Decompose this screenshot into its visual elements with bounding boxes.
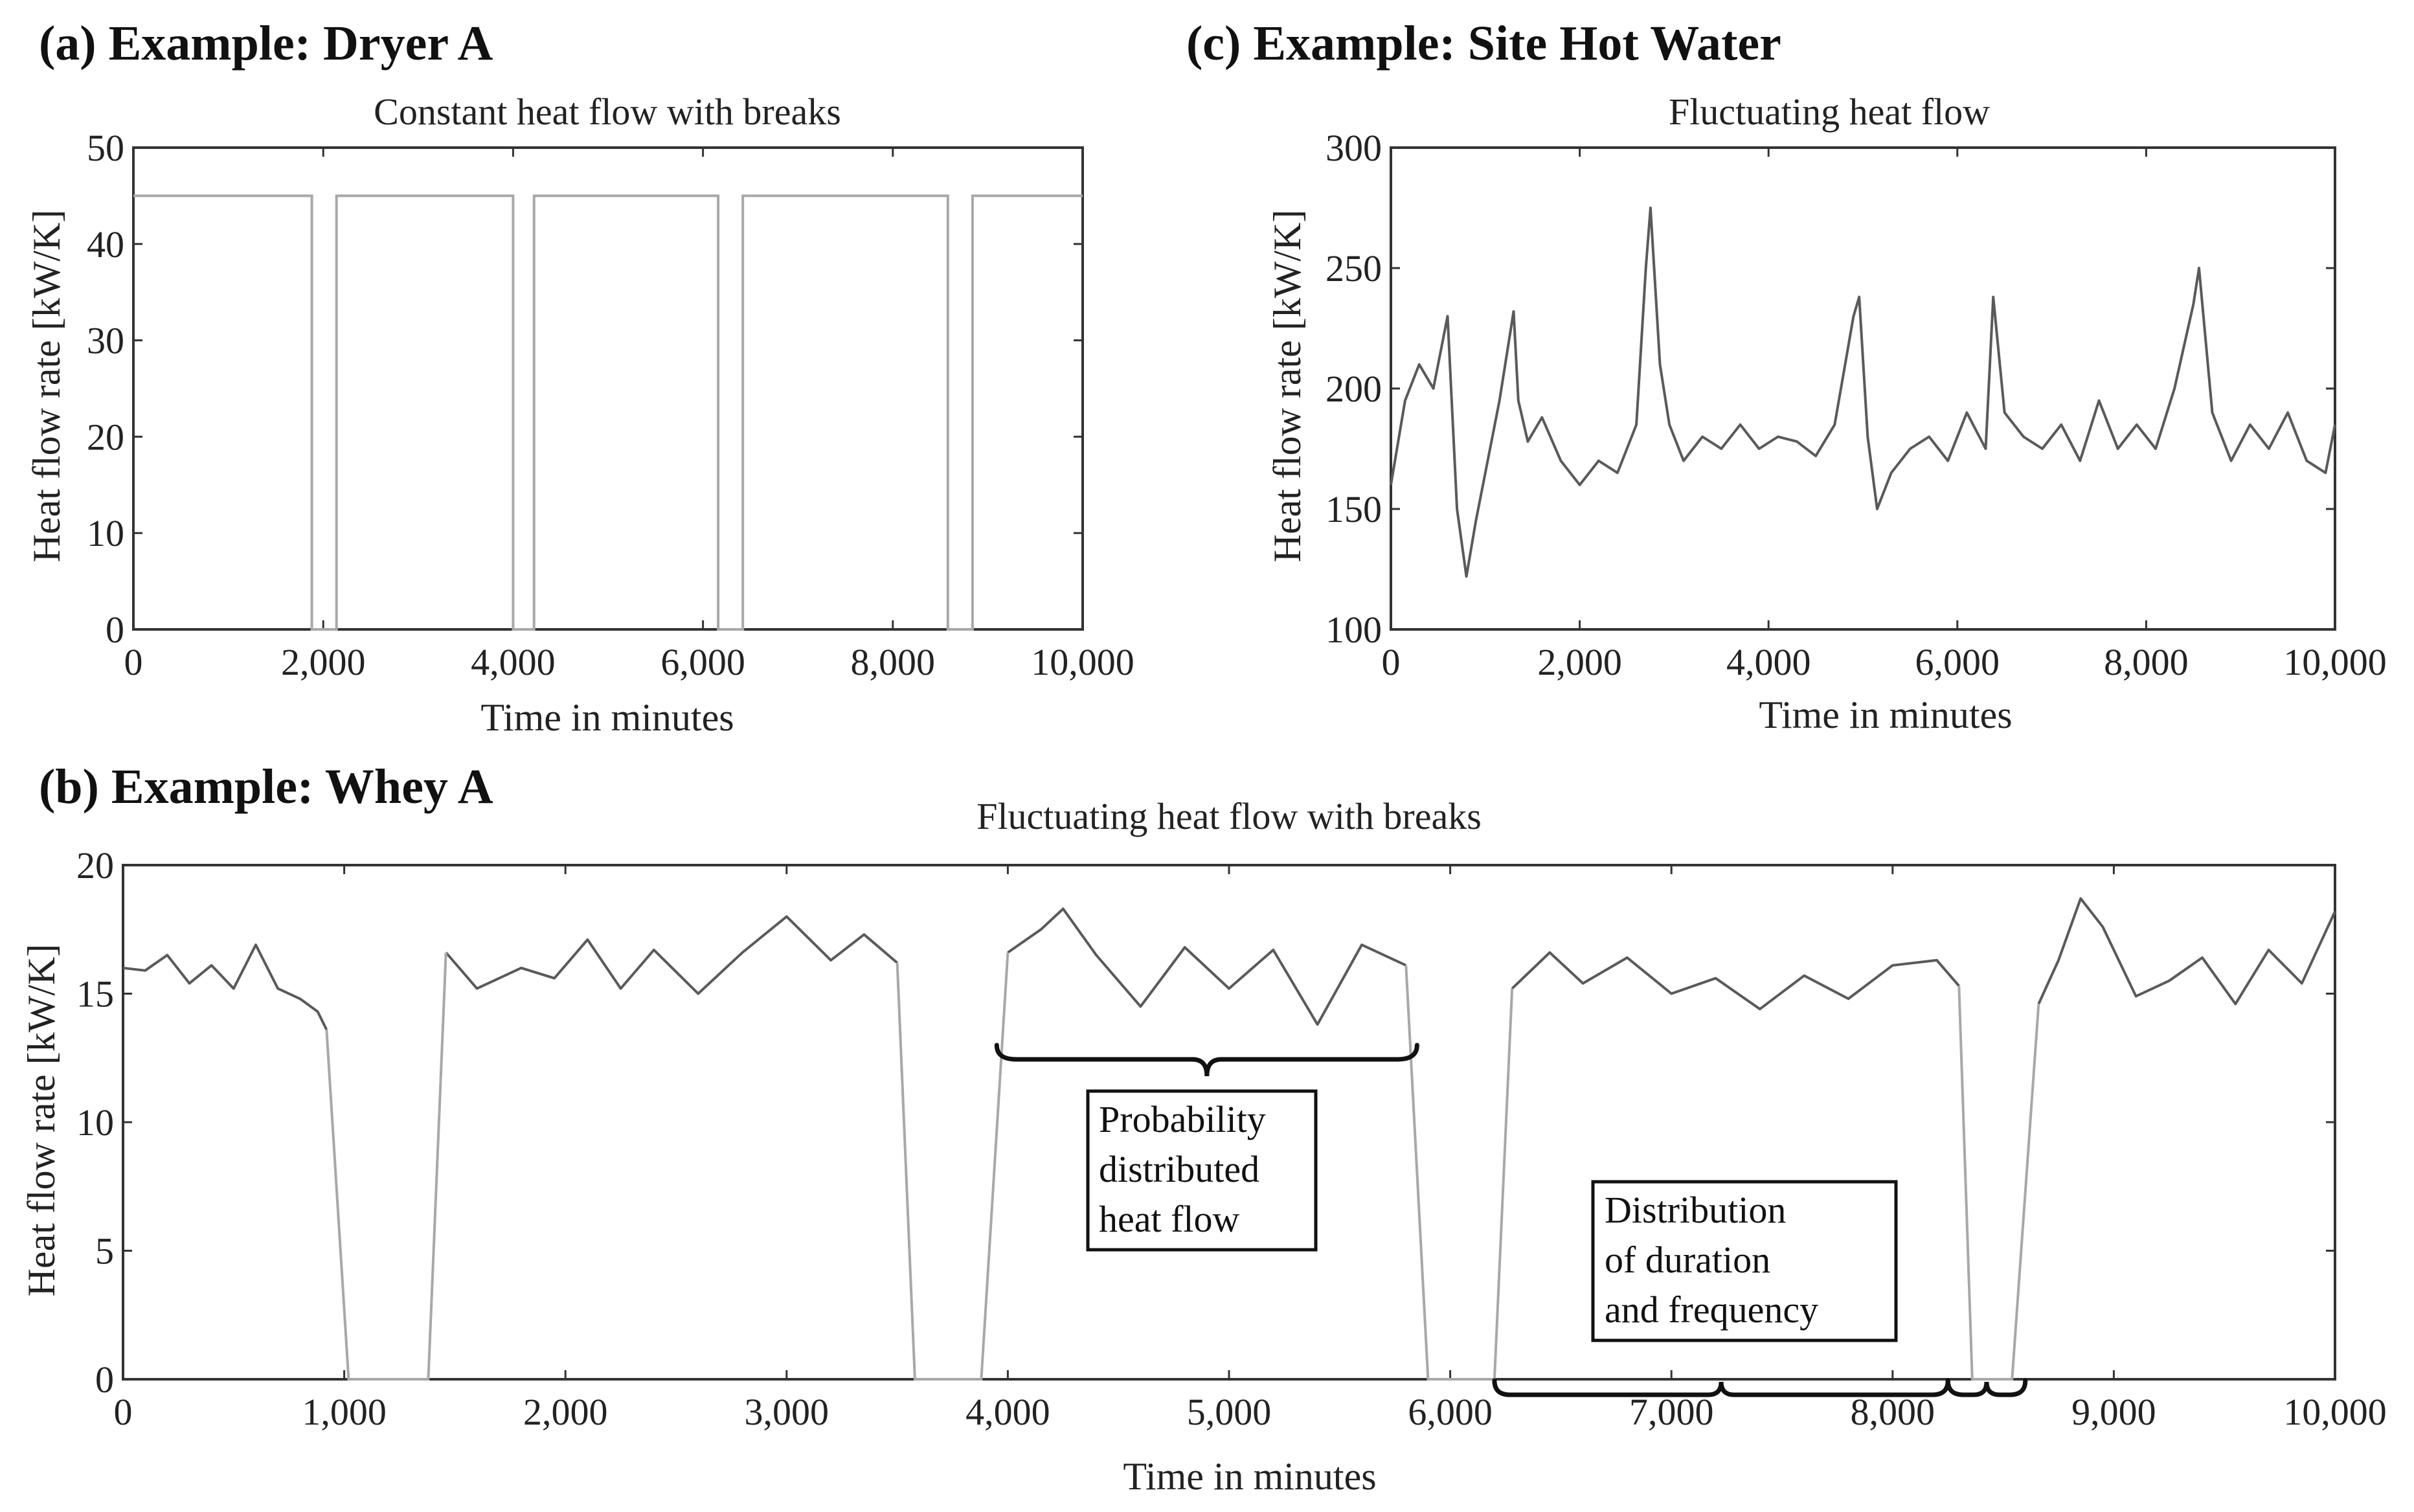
annotation-probability-brace	[994, 1043, 1419, 1077]
chart-c-xtick-label: 4,000	[1726, 641, 1811, 683]
panel-c-label: (c) Example: Site Hot Water	[1186, 16, 1781, 71]
annotation-distribution-box	[1591, 1180, 1898, 1342]
chart-b-xtick-label: 6,000	[1408, 1391, 1493, 1433]
chart-c-ytick-label: 300	[1325, 127, 1382, 169]
chart-b-xtick-label: 2,000	[523, 1391, 608, 1433]
chart-c-plot-frame	[1390, 146, 2336, 631]
annotation-probability-box	[1086, 1089, 1318, 1252]
chart-a-xtick-label: 8,000	[851, 641, 936, 683]
annotation-distribution-brace-short	[1945, 1378, 2028, 1397]
chart-a-ylabel: Heat flow rate [kW/K]	[25, 210, 68, 563]
chart-b-ytick-label: 5	[95, 1230, 114, 1272]
chart-c-xlabel: Time in minutes	[1759, 694, 2012, 736]
chart-c-ytick-label: 150	[1325, 488, 1382, 530]
chart-a-plot-frame	[132, 146, 1084, 631]
chart-a-ytick-label: 20	[87, 416, 124, 458]
chart-b-xtick-label: 9,000	[2071, 1391, 2156, 1433]
chart-c-xtick-label: 10,000	[2283, 641, 2387, 683]
chart-b-xtick-label: 7,000	[1629, 1391, 1714, 1433]
chart-b-series-line	[2037, 897, 2336, 1006]
chart-b-series-line	[445, 915, 898, 995]
chart-b-xtick-label: 10,000	[2283, 1391, 2387, 1433]
chart-b-ytick-label: 0	[95, 1359, 114, 1401]
chart-whey-a: Fluctuating heat flow with breaks Time i…	[20, 795, 2387, 1498]
chart-b-series-line	[1511, 951, 1960, 1011]
chart-c-series-line	[1390, 207, 2336, 578]
chart-b-series-line	[122, 943, 328, 1030]
chart-c-xtick-label: 6,000	[1915, 641, 2000, 683]
panel-b-label: (b) Example: Whey A	[39, 760, 493, 814]
chart-c-ytick-label: 200	[1325, 368, 1382, 410]
chart-c-ytick-label: 100	[1325, 609, 1382, 651]
annotation-distribution-line-3: and frequency	[1605, 1289, 1818, 1331]
chart-a-xtick-label: 4,000	[471, 641, 556, 683]
chart-b-ytick-label: 20	[76, 844, 114, 886]
chart-b-xtick-label: 8,000	[1851, 1391, 1935, 1433]
chart-c-xtick-label: 8,000	[2104, 641, 2189, 683]
chart-a-xtick-label: 2,000	[281, 641, 366, 683]
chart-a-ytick-label: 0	[106, 609, 124, 651]
chart-c-title: Fluctuating heat flow	[1669, 91, 1990, 133]
chart-a-ytick-label: 30	[87, 320, 124, 362]
chart-b-ytick-label: 15	[76, 973, 114, 1015]
annotation-distribution-brace-long	[1492, 1378, 1950, 1397]
chart-b-ylabel: Heat flow rate [kW/K]	[20, 944, 63, 1297]
chart-c-xtick-label: 0	[1382, 641, 1401, 683]
panel-a-label: (a) Example: Dryer A	[39, 16, 493, 71]
chart-b-xtick-label: 1,000	[302, 1391, 387, 1433]
chart-c-xtick-label: 2,000	[1537, 641, 1622, 683]
chart-a-title: Constant heat flow with breaks	[374, 91, 841, 133]
chart-a-xtick-label: 0	[124, 641, 143, 683]
chart-a-series-line	[133, 194, 1083, 631]
chart-b-series-line	[1007, 907, 1407, 1026]
chart-b-xtick-label: 5,000	[1187, 1391, 1272, 1433]
chart-b-xlabel: Time in minutes	[1123, 1455, 1376, 1498]
chart-b-series-line	[325, 952, 2040, 1381]
annotation-probability-line-3: heat flow	[1099, 1198, 1240, 1240]
chart-c-ylabel: Heat flow rate [kW/K]	[1266, 210, 1309, 563]
chart-b-ytick-label: 10	[76, 1101, 114, 1144]
chart-site-hot-water: Fluctuating heat flow Time in minutes He…	[1266, 91, 2387, 736]
chart-b-xtick-label: 0	[114, 1391, 133, 1433]
annotation-probability-line-1: Probability	[1099, 1098, 1266, 1140]
chart-b-xtick-label: 3,000	[745, 1391, 829, 1433]
chart-a-ytick-label: 50	[87, 127, 124, 169]
chart-a-xlabel: Time in minutes	[480, 696, 734, 739]
annotation-distribution-line-1: Distribution	[1605, 1189, 1786, 1231]
chart-dryer-a: Constant heat flow with breaks Time in m…	[25, 91, 1134, 739]
chart-a-ytick-label: 40	[87, 223, 124, 265]
chart-b-xtick-label: 4,000	[965, 1391, 1050, 1433]
chart-a-xtick-label: 6,000	[660, 641, 745, 683]
chart-b-title: Fluctuating heat flow with breaks	[976, 795, 1482, 837]
chart-c-ytick-label: 250	[1325, 247, 1382, 289]
chart-a-xtick-label: 10,000	[1031, 641, 1134, 683]
chart-a-ytick-label: 10	[87, 512, 124, 554]
annotation-probability-line-2: distributed	[1099, 1148, 1259, 1190]
annotation-distribution-line-2: of duration	[1605, 1239, 1770, 1281]
